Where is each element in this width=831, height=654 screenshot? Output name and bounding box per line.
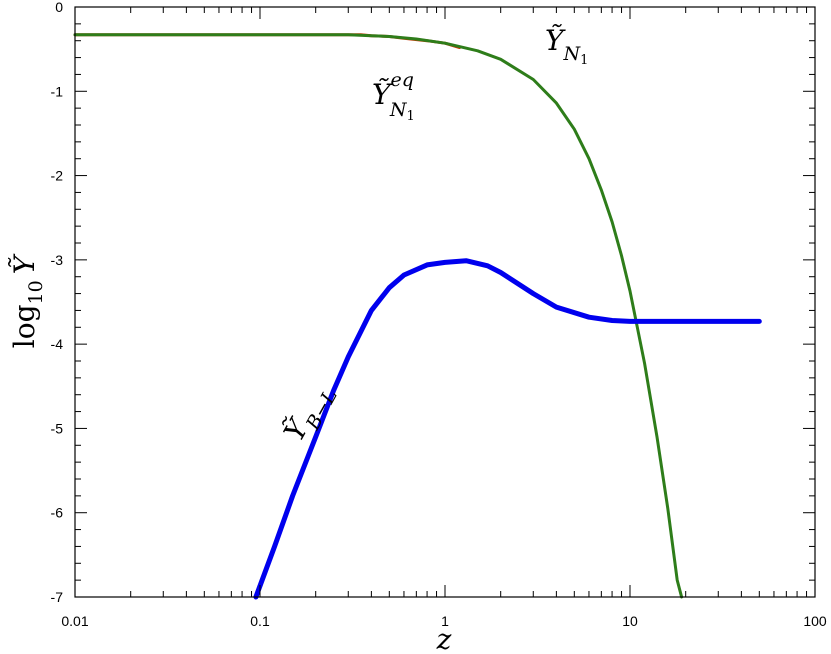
annotation-y-n1-eq: Ỹeq N1 [372,69,415,124]
curves-layer [73,33,762,600]
x-tick-label: 0.1 [250,613,270,629]
x-tick-label: 0.01 [61,613,88,629]
series-line-1 [73,33,684,599]
y-axis-label: log10 Ỹ [8,253,47,348]
x-tick-label: 10 [622,613,638,629]
y-tick-label: -3 [51,252,64,268]
y-tick-label: 0 [55,0,63,15]
series-line-2 [253,258,762,600]
y-tick-label: -2 [51,168,64,184]
svg-text:log10Ỹ: log10 Ỹ [8,253,47,348]
x-axis-label: z [436,623,452,654]
y-tick-labels: 0 -1 -2 -3 -4 -5 -6 -7 [51,0,64,605]
y-axis-label-sub: 10 [25,280,47,304]
y-tick-label: -7 [51,589,64,605]
x-tick-label: 1 [441,613,449,629]
y-tick-label: -4 [51,336,64,352]
x-tick-label: 100 [803,613,827,629]
y-tick-label: -6 [51,505,64,521]
x-tick-labels: 0.01 0.1 1 10 100 [61,613,827,629]
y-tick-label: -5 [51,420,64,436]
y-axis-label-log: log [8,304,41,348]
plot-frame [74,6,816,598]
tick-marks [74,6,815,598]
y-axis-label-var: Ỹ [8,253,41,274]
y-tick-label: -1 [51,83,64,99]
annotation-y-n1: ỸN1 [545,24,588,68]
